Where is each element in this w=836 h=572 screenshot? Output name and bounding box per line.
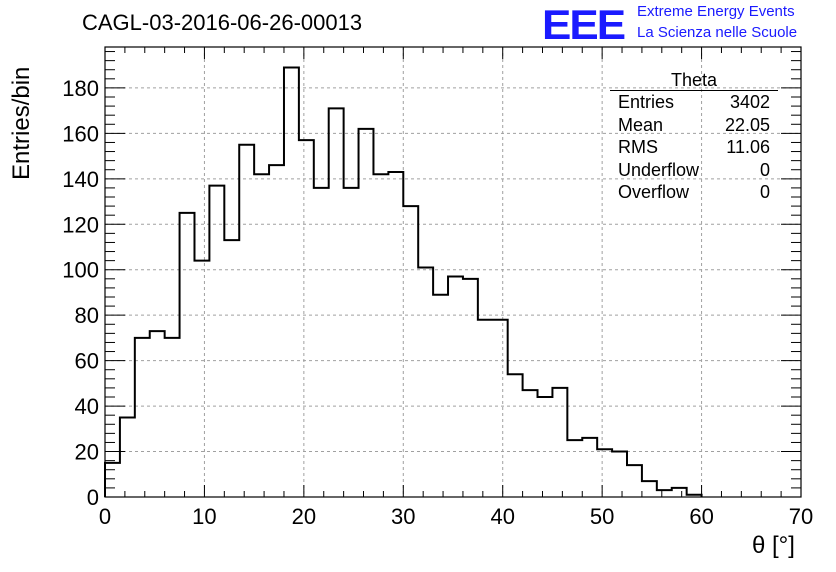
histogram-bin — [344, 188, 359, 497]
logo-text-line1: Extreme Energy Events — [637, 3, 795, 20]
stats-label: RMS — [618, 137, 658, 158]
y-tick-label: 20 — [75, 440, 99, 465]
histogram-bin — [329, 108, 344, 497]
histogram-bin — [523, 390, 538, 497]
histogram-bin — [314, 188, 329, 497]
stats-value: 11.06 — [726, 137, 770, 158]
plot-frame — [104, 46, 802, 498]
histogram-bin — [194, 261, 209, 497]
stats-label: Overflow — [618, 182, 690, 203]
histogram-bin — [508, 374, 523, 497]
histogram-bin — [254, 174, 269, 497]
histogram-bin — [642, 481, 657, 497]
histogram-bin — [493, 320, 508, 497]
histogram-bin — [224, 240, 239, 497]
y-tick-label: 120 — [62, 212, 99, 237]
axis-ticks: 0 10 20 30 40 50 60 70 0 20 40 60 80 100 120 140 160 180 — [62, 47, 813, 529]
histogram-bin — [135, 338, 150, 497]
x-tick-label: 30 — [391, 504, 415, 529]
histogram-bin — [552, 388, 567, 497]
histogram-bin — [567, 440, 582, 497]
x-tick-label: 60 — [689, 504, 713, 529]
x-tick-label: 10 — [192, 504, 216, 529]
histogram-bin — [209, 186, 224, 497]
stats-value: 22.05 — [724, 114, 770, 135]
eee-logo: EEE — [542, 2, 626, 49]
chart-title: CAGL-03-2016-06-26-00013 — [82, 10, 363, 35]
stats-row-rms: RMS 11.06 — [610, 136, 778, 159]
histogram-bin — [627, 465, 642, 497]
y-axis-label: Entries/bin — [8, 66, 35, 180]
histogram-bin — [359, 129, 374, 497]
histogram-bin — [463, 279, 478, 497]
histogram-bin — [538, 397, 553, 497]
histogram-bin — [373, 174, 388, 497]
stats-value: 3402 — [729, 92, 770, 112]
histogram-bin — [120, 417, 135, 497]
x-tick-label: 0 — [99, 504, 111, 529]
x-axis-label: θ [°] — [752, 532, 795, 559]
histogram-bin — [657, 490, 672, 497]
stats-box: Theta Entries 3402 Mean 22.05 RMS 11.06 … — [610, 70, 778, 204]
histogram-bin — [269, 165, 284, 497]
histogram-bin — [672, 488, 687, 497]
histogram-bin — [448, 277, 463, 497]
y-tick-label: 140 — [62, 167, 99, 192]
histogram-bin — [478, 320, 493, 497]
stats-label: Entries — [618, 92, 675, 112]
stats-value: 0 — [759, 182, 770, 203]
logo-text-line2: La Scienza nelle Scuole — [637, 24, 798, 41]
stats-row-overflow: Overflow 0 — [610, 181, 778, 204]
stats-row-entries: Entries 3402 — [610, 91, 778, 114]
histogram-bin — [239, 145, 254, 497]
histogram-bin — [299, 140, 314, 497]
histogram-bin — [403, 206, 418, 497]
histogram-outline — [104, 66, 703, 497]
y-tick-label: 160 — [62, 121, 99, 146]
histogram-bin — [582, 438, 597, 497]
histogram-bin — [165, 338, 180, 497]
histogram-bin — [418, 267, 433, 497]
y-tick-label: 40 — [75, 394, 99, 419]
y-tick-label: 100 — [62, 258, 99, 283]
x-tick-label: 20 — [292, 504, 316, 529]
x-tick-label: 70 — [789, 504, 813, 529]
x-tick-label: 40 — [490, 504, 514, 529]
y-tick-label: 0 — [87, 485, 99, 510]
stats-label: Mean — [618, 114, 664, 135]
histogram-bin — [105, 463, 120, 497]
stats-title: Theta — [610, 70, 778, 91]
histogram-bin — [597, 449, 612, 497]
axes — [104, 46, 802, 498]
grid-lines — [105, 47, 801, 497]
x-tick-label: 50 — [590, 504, 614, 529]
y-tick-label: 180 — [62, 76, 99, 101]
y-tick-label: 60 — [75, 349, 99, 374]
histogram-bin — [433, 295, 448, 497]
histogram-bin — [612, 452, 627, 497]
stats-label: Underflow — [618, 159, 700, 180]
histogram-bin — [150, 331, 165, 497]
stats-row-mean: Mean 22.05 — [610, 114, 778, 137]
histogram-line — [104, 66, 703, 497]
histogram-bin — [284, 67, 299, 497]
stats-row-underflow: Underflow 0 — [610, 159, 778, 182]
histogram-bin — [388, 172, 403, 497]
histogram-bin — [180, 213, 195, 497]
stats-value: 0 — [759, 159, 770, 180]
y-tick-label: 80 — [75, 303, 99, 328]
